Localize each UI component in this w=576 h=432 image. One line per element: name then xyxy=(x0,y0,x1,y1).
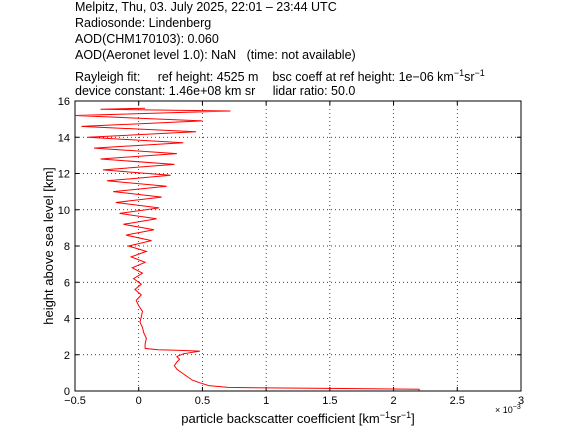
rayleigh-fit-label: Rayleigh fit: xyxy=(75,70,141,85)
axis-ticks xyxy=(74,100,522,392)
header-device-constant: device constant: 1.46e+08 km sr lidar ra… xyxy=(75,84,355,98)
bsc-unit-sr: sr xyxy=(464,70,475,85)
header-location-date: Melpitz, Thu, 03. July 2025, 22:01 – 23:… xyxy=(75,0,337,14)
header-rayleigh-fit: Rayleigh fit: ref height: 4525 m bsc coe… xyxy=(75,68,485,84)
x-tick-label: 3 xyxy=(518,395,524,407)
x-tick-label: 0 xyxy=(136,395,142,407)
header-radiosonde: Radiosonde: Lindenberg xyxy=(75,16,212,30)
x-tick-label: 1.5 xyxy=(322,395,337,407)
header-aod-chm: AOD(CHM170103): 0.060 xyxy=(75,32,219,46)
backscatter-series-line xyxy=(74,107,420,391)
y-axis-label: height above sea level [km] xyxy=(41,167,56,325)
y-tick-label: 14 xyxy=(58,132,70,144)
y-tick-label: 2 xyxy=(64,350,70,362)
x-tick-label: 2.5 xyxy=(450,395,465,407)
x-axis-multiplier: × 10−3 xyxy=(495,404,521,415)
x-tick-label: 1 xyxy=(263,395,269,407)
aod-aeronet-time: (time: not available) xyxy=(246,48,356,62)
x-tick-label: 2 xyxy=(391,395,397,407)
header-aod-aeronet: AOD(Aeronet level 1.0): NaN (time: not a… xyxy=(75,48,356,62)
y-tick-label: 4 xyxy=(64,314,70,326)
device-constant: device constant: 1.46e+08 km sr xyxy=(75,84,256,98)
grid-lines xyxy=(75,101,521,391)
x-tick-label: 0.5 xyxy=(195,395,210,407)
bsc-unit-exp1: −1 xyxy=(453,68,465,78)
x-tick-label: −0.5 xyxy=(64,395,86,407)
x-axis-label: particle backscatter coefficient [km−1sr… xyxy=(181,410,414,426)
y-tick-label: 10 xyxy=(58,205,70,217)
y-tick-label: 6 xyxy=(64,277,70,289)
plot-frame xyxy=(74,100,522,392)
y-tick-label: 12 xyxy=(58,169,70,181)
bsc-unit-exp2: −1 xyxy=(474,68,485,78)
lidar-ratio: lidar ratio: 50.0 xyxy=(272,84,356,98)
y-tick-label: 0 xyxy=(64,386,70,398)
y-tick-label: 8 xyxy=(64,241,70,253)
bsc-coeff: bsc coeff at ref height: 1e−06 km xyxy=(272,70,454,85)
aod-aeronet-value: AOD(Aeronet level 1.0): NaN xyxy=(75,48,237,62)
y-tick-label: 16 xyxy=(58,96,70,108)
ref-height: ref height: 4525 m xyxy=(157,70,259,85)
